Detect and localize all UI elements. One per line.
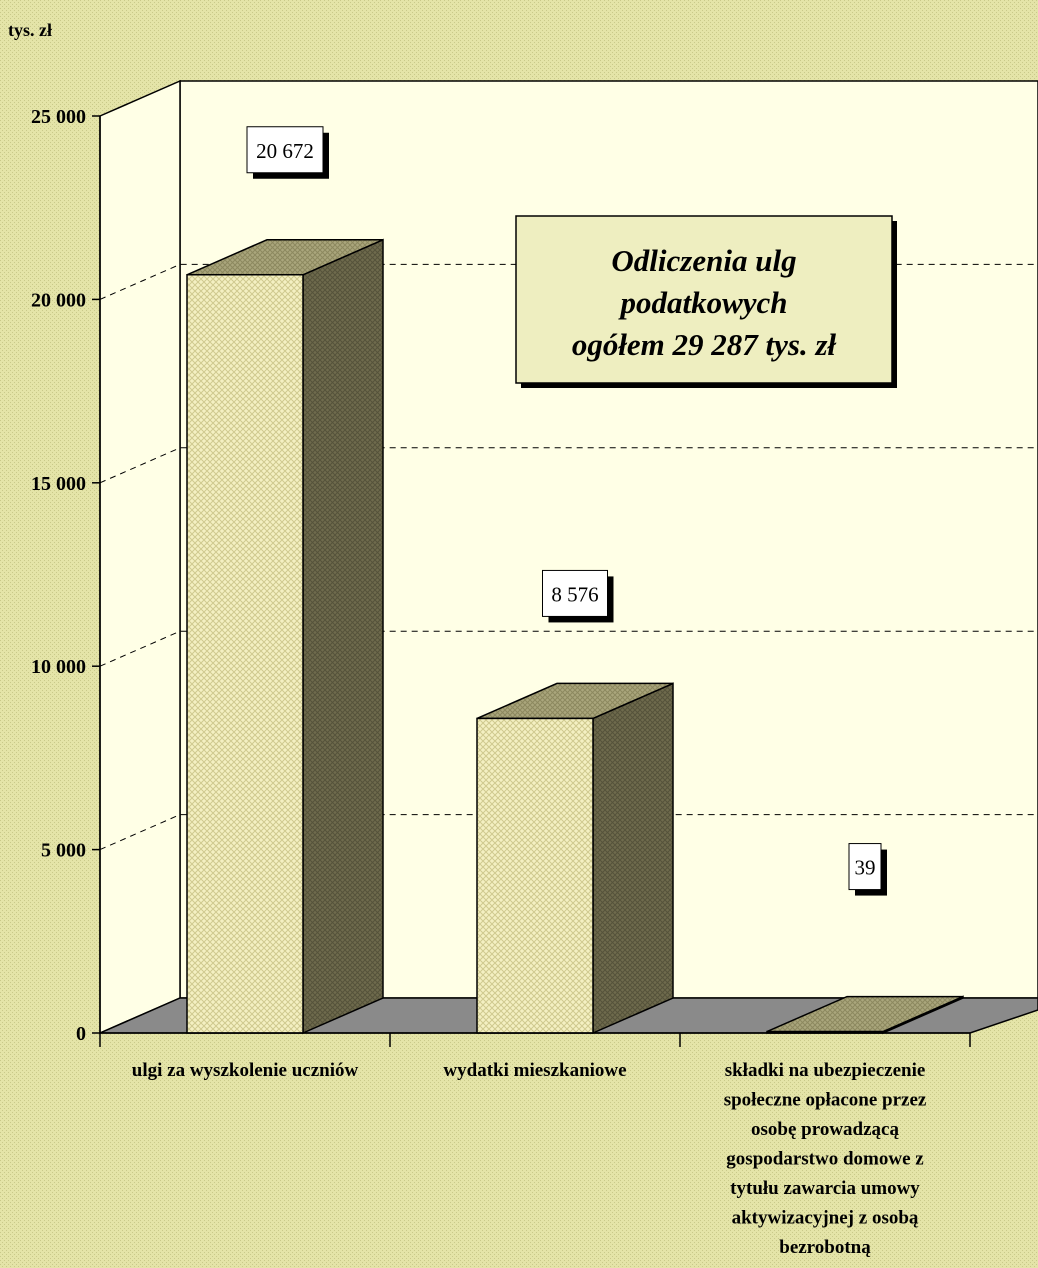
y-tick-label-2: 10 000 (31, 656, 86, 678)
data-label-2: 39 (855, 856, 876, 880)
x-tick-label-1: wydatki mieszkaniowe (443, 1060, 626, 1081)
annotation-frame (515, 215, 893, 384)
y-tick-label-5: 25 000 (31, 106, 86, 128)
y-tick-label-3: 15 000 (31, 473, 86, 495)
bar-side-0 (302, 238, 384, 1035)
data-label-box-2 (848, 843, 882, 891)
data-label-0: 20 672 (256, 139, 314, 163)
annotation-text: Odliczenia ulg podatkowych ogółem 29 287 t… (572, 243, 837, 362)
bar-side-1 (592, 682, 674, 1035)
y-tick-label-1: 5 000 (41, 840, 86, 862)
data-label-box-0 (246, 126, 324, 174)
x-tick-label-2: składki na ubezpieczenie społeczne opłaco… (724, 1060, 927, 1258)
data-label-1: 8 576 (551, 582, 598, 606)
data-label-box-1 (542, 569, 608, 617)
x-tick-label-0: ulgi za wyszkolenie uczniów (132, 1060, 359, 1081)
bars (186, 238, 964, 1035)
y-tick-label-0: 0 (76, 1023, 86, 1045)
y-axis: 0 5 000 10 000 15 000 20 000 25 000 (31, 106, 101, 1045)
y-unit-label: tys. zł (8, 20, 52, 40)
x-axis: ulgi za wyszkolenie uczniów wydatki miesz… (99, 1032, 971, 1258)
side-wall (99, 79, 181, 1035)
bar-front-0 (186, 274, 304, 1034)
bar-front-1 (476, 717, 594, 1034)
data-labels: 20 672 8 576 39 (246, 126, 887, 896)
y-tick-label-4: 20 000 (31, 289, 86, 311)
annotation-box: Odliczenia ulg podatkowych ogółem 29 287 t… (515, 215, 897, 388)
